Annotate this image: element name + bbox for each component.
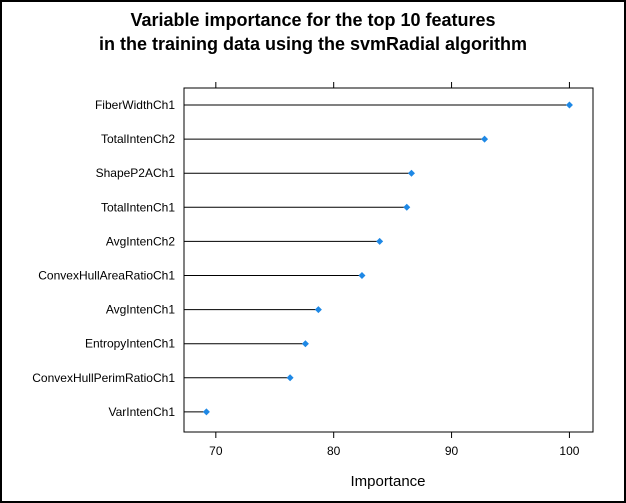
category-label: TotalIntenCh1 bbox=[101, 200, 175, 214]
category-label: FiberWidthCh1 bbox=[95, 98, 175, 112]
chart-title: Variable importance for the top 10 featu… bbox=[0, 8, 626, 56]
point bbox=[358, 272, 366, 279]
category-label: EntropyIntenCh1 bbox=[85, 337, 175, 351]
x-tick-label: 100 bbox=[559, 444, 579, 458]
bottom-ticks bbox=[215, 432, 570, 438]
plot-area bbox=[183, 87, 594, 433]
point bbox=[565, 101, 573, 109]
category-label: AvgIntenCh1 bbox=[106, 303, 175, 317]
x-tick-labels: 70 80 90 100 bbox=[209, 444, 580, 458]
points bbox=[202, 101, 573, 416]
point bbox=[301, 340, 309, 348]
category-label: ShapeP2ACh1 bbox=[96, 166, 176, 180]
point bbox=[481, 135, 489, 143]
category-label: TotalIntenCh2 bbox=[101, 132, 175, 146]
x-tick-label: 80 bbox=[327, 444, 341, 458]
top-ticks bbox=[215, 82, 570, 88]
x-tick-label: 90 bbox=[445, 444, 459, 458]
category-label: AvgIntenCh2 bbox=[106, 234, 175, 248]
stems bbox=[184, 104, 570, 413]
point bbox=[314, 306, 322, 314]
x-tick-label: 70 bbox=[209, 444, 223, 458]
point bbox=[376, 237, 384, 245]
category-label: ConvexHullPerimRatioCh1 bbox=[32, 371, 175, 385]
category-labels: FiberWidthCh1 TotalIntenCh2 ShapeP2ACh1 Tot… bbox=[32, 98, 175, 419]
point bbox=[286, 374, 294, 382]
category-label: VarIntenCh1 bbox=[109, 405, 176, 419]
point bbox=[202, 408, 210, 416]
x-axis-label: Importance bbox=[350, 473, 425, 490]
chart-title-line-1: Variable importance for the top 10 featu… bbox=[130, 10, 496, 30]
point bbox=[403, 203, 411, 211]
chart-title-line-2: in the training data using the svmRadial… bbox=[98, 34, 528, 54]
point bbox=[407, 169, 415, 177]
category-label: ConvexHullAreaRatioCh1 bbox=[38, 269, 175, 283]
